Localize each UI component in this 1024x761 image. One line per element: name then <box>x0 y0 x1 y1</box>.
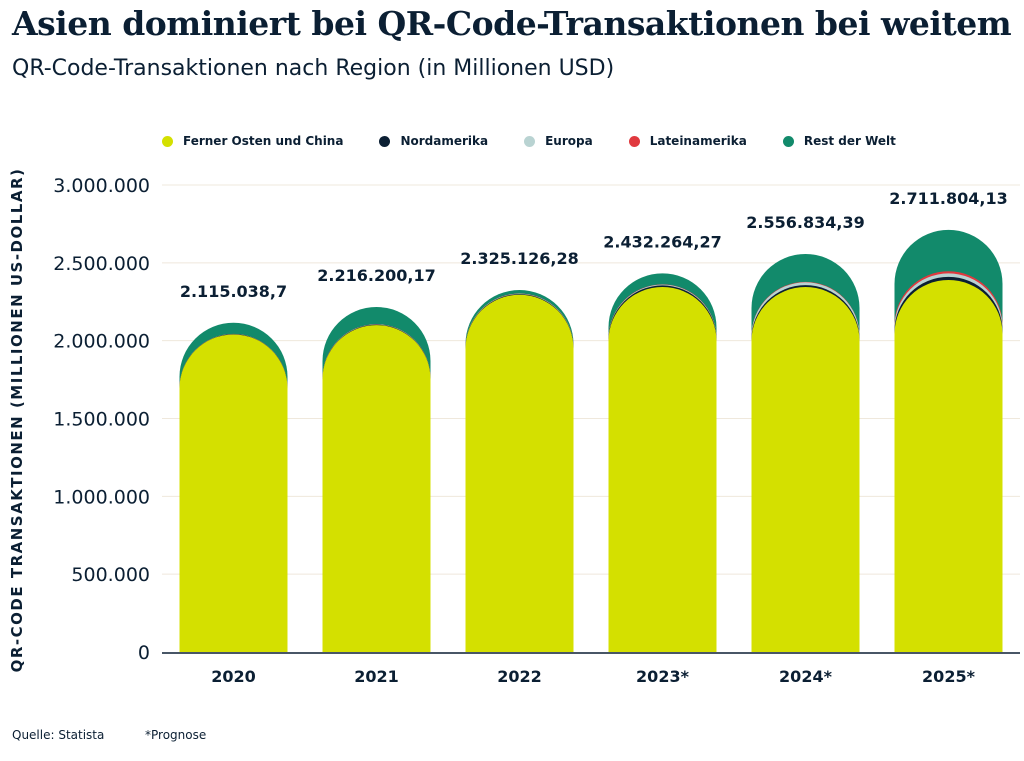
bar-segment <box>465 294 574 652</box>
y-tick-label: 0 <box>138 642 150 664</box>
legend-item: Europa <box>524 134 593 148</box>
legend-item: Rest der Welt <box>782 134 896 148</box>
legend-swatch <box>782 135 794 147</box>
x-tick-label: 2020 <box>211 667 256 686</box>
y-tick-label: 500.000 <box>71 564 150 586</box>
legend-swatch <box>162 135 173 147</box>
x-tick-label: 2022 <box>497 667 542 686</box>
bar-segment <box>894 279 1003 652</box>
legend-label: Ferner Osten und China <box>183 134 344 148</box>
total-label: 2.216.200,17 <box>317 266 435 285</box>
x-tick-label: 2024* <box>779 667 833 686</box>
bar-segment <box>608 286 717 652</box>
total-label: 2.432.264,27 <box>603 232 721 251</box>
y-tick-label: 2.500.000 <box>53 253 150 275</box>
total-label: 2.556.834,39 <box>746 213 864 232</box>
y-tick-label: 3.000.000 <box>53 175 150 197</box>
legend-item: Lateinamerika <box>628 134 747 148</box>
legend-label: Rest der Welt <box>803 134 896 148</box>
total-label: 2.711.804,13 <box>889 189 1007 208</box>
x-tick-label: 2025* <box>922 667 976 686</box>
total-label: 2.115.038,7 <box>180 282 287 301</box>
bar-segment <box>179 334 288 652</box>
source-note: Quelle: Statista <box>12 728 105 742</box>
total-label: 2.325.126,28 <box>460 249 578 268</box>
y-axis-label: QR-CODE TRANSAKTIONEN (MILLIONEN US-DOLL… <box>8 168 26 673</box>
y-tick-label: 2.000.000 <box>53 331 150 353</box>
x-tick-label: 2023* <box>636 667 690 686</box>
legend-swatch <box>524 135 536 147</box>
y-tick-label: 1.500.000 <box>53 409 150 431</box>
chart-subtitle: QR-Code-Transaktionen nach Region (in Mi… <box>12 56 615 81</box>
legend: Ferner Osten und China Nordamerika Europa L… <box>162 134 932 148</box>
bar-segment <box>751 286 860 652</box>
legend-swatch <box>379 135 391 147</box>
legend-item: Nordamerika <box>379 134 488 148</box>
legend-label: Lateinamerika <box>649 134 747 148</box>
forecast-note: *Prognose <box>145 728 207 742</box>
bar-segment <box>322 325 431 652</box>
legend-label: Nordamerika <box>400 134 489 148</box>
legend-item: Ferner Osten und China <box>162 134 343 148</box>
chart-title: Asien dominiert bei QR-Code-Transaktione… <box>12 4 1012 43</box>
legend-swatch <box>628 135 640 147</box>
x-tick-label: 2021 <box>354 667 399 686</box>
legend-label: Europa <box>545 134 593 148</box>
y-tick-label: 1.000.000 <box>53 486 150 508</box>
